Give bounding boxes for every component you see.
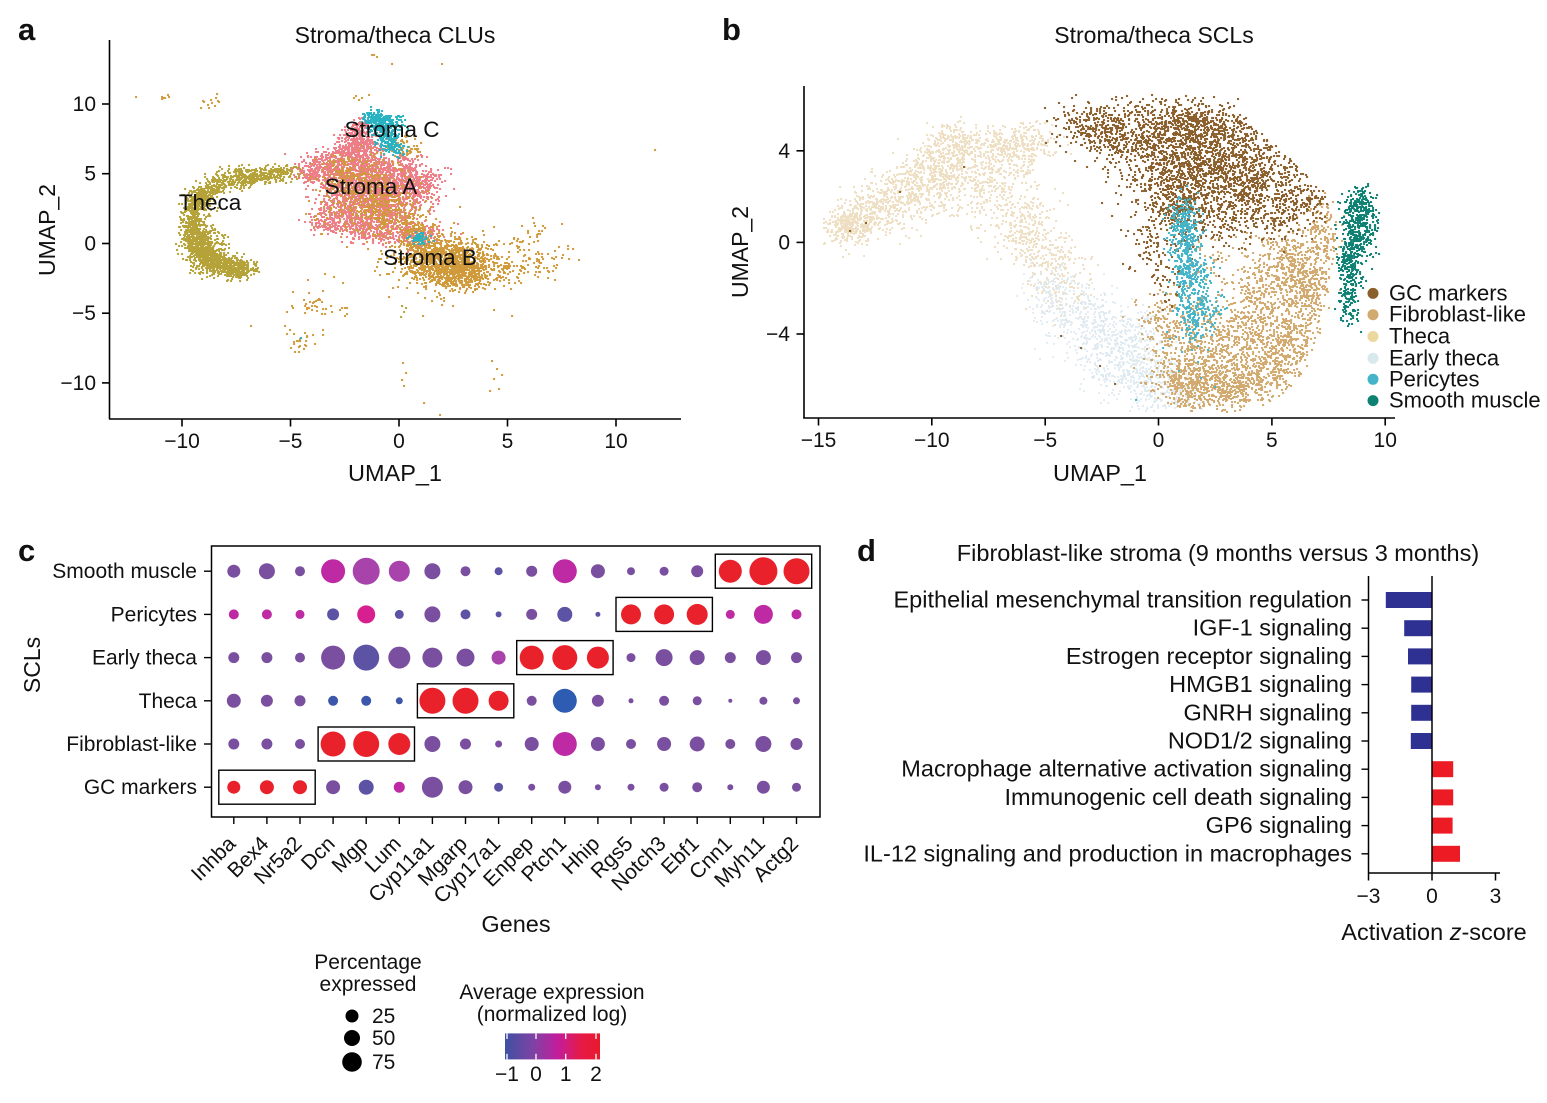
svg-text:−5: −5 bbox=[279, 430, 303, 453]
svg-text:GP6 signaling: GP6 signaling bbox=[1206, 812, 1352, 838]
svg-text:Theca: Theca bbox=[139, 690, 198, 713]
svg-text:Macrophage alternative activat: Macrophage alternative activation signal… bbox=[901, 756, 1352, 782]
svg-text:0: 0 bbox=[778, 231, 790, 254]
svg-text:NOD1/2 signaling: NOD1/2 signaling bbox=[1168, 728, 1352, 754]
svg-text:0: 0 bbox=[84, 233, 96, 256]
svg-text:4: 4 bbox=[778, 140, 790, 163]
svg-text:Fibroblast-like: Fibroblast-like bbox=[66, 733, 197, 756]
svg-text:Stroma A: Stroma A bbox=[325, 174, 418, 199]
svg-text:UMAP_1: UMAP_1 bbox=[348, 460, 442, 486]
svg-text:UMAP_2: UMAP_2 bbox=[727, 206, 753, 298]
svg-text:−5: −5 bbox=[1033, 429, 1057, 452]
svg-text:Early theca: Early theca bbox=[1389, 345, 1500, 370]
svg-text:Fibroblast-like stroma (9 mont: Fibroblast-like stroma (9 months versus … bbox=[957, 540, 1479, 566]
svg-text:10: 10 bbox=[73, 93, 96, 116]
svg-text:Early theca: Early theca bbox=[92, 647, 197, 670]
svg-text:GC markers: GC markers bbox=[1389, 280, 1508, 305]
svg-text:HMGB1 signaling: HMGB1 signaling bbox=[1169, 671, 1352, 697]
svg-text:Stroma B: Stroma B bbox=[383, 245, 477, 270]
svg-text:a: a bbox=[18, 12, 36, 47]
svg-text:Pericytes: Pericytes bbox=[1389, 366, 1479, 391]
svg-text:Immunogenic cell death signali: Immunogenic cell death signaling bbox=[1005, 784, 1353, 810]
svg-text:−3: −3 bbox=[1357, 885, 1381, 908]
svg-text:25: 25 bbox=[372, 1005, 395, 1028]
svg-text:Smooth muscle: Smooth muscle bbox=[52, 560, 197, 583]
svg-text:2: 2 bbox=[590, 1063, 602, 1086]
svg-text:Percentage: Percentage bbox=[314, 951, 421, 974]
svg-text:−15: −15 bbox=[801, 429, 837, 452]
svg-text:expressed: expressed bbox=[320, 973, 417, 996]
svg-text:IL-12 signaling and production: IL-12 signaling and production in macrop… bbox=[863, 840, 1352, 866]
svg-text:Stroma/theca CLUs: Stroma/theca CLUs bbox=[295, 22, 496, 48]
svg-text:b: b bbox=[722, 12, 741, 47]
svg-text:0: 0 bbox=[530, 1063, 542, 1086]
svg-text:−5: −5 bbox=[72, 302, 96, 325]
svg-text:GC markers: GC markers bbox=[84, 776, 197, 799]
svg-text:−10: −10 bbox=[164, 430, 200, 453]
svg-text:0: 0 bbox=[1153, 429, 1165, 452]
svg-text:GNRH signaling: GNRH signaling bbox=[1184, 699, 1352, 725]
svg-text:−10: −10 bbox=[60, 372, 96, 395]
svg-text:Theca: Theca bbox=[179, 190, 242, 215]
svg-text:5: 5 bbox=[502, 430, 514, 453]
svg-text:1: 1 bbox=[560, 1063, 572, 1086]
svg-text:−4: −4 bbox=[766, 323, 790, 346]
svg-text:Estrogen receptor signaling: Estrogen receptor signaling bbox=[1066, 643, 1352, 669]
svg-text:Stroma C: Stroma C bbox=[344, 117, 439, 142]
svg-text:75: 75 bbox=[372, 1051, 395, 1074]
svg-text:−10: −10 bbox=[914, 429, 950, 452]
svg-text:Genes: Genes bbox=[481, 911, 550, 937]
svg-text:c: c bbox=[18, 533, 35, 568]
svg-text:3: 3 bbox=[1490, 885, 1502, 908]
svg-text:Pericytes: Pericytes bbox=[111, 603, 197, 626]
svg-text:5: 5 bbox=[1266, 429, 1278, 452]
svg-text:d: d bbox=[857, 533, 876, 568]
svg-text:Fibroblast-like: Fibroblast-like bbox=[1389, 302, 1526, 327]
svg-text:UMAP_2: UMAP_2 bbox=[34, 184, 60, 276]
svg-text:50: 50 bbox=[372, 1027, 395, 1050]
svg-text:UMAP_1: UMAP_1 bbox=[1053, 460, 1147, 486]
svg-text:Theca: Theca bbox=[1389, 324, 1451, 349]
svg-text:−1: −1 bbox=[495, 1063, 519, 1086]
svg-text:Stroma/theca SCLs: Stroma/theca SCLs bbox=[1054, 22, 1253, 48]
svg-text:Smooth muscle: Smooth muscle bbox=[1389, 388, 1541, 413]
svg-text:Epithelial mesenchymal transit: Epithelial mesenchymal transition regula… bbox=[894, 587, 1353, 613]
svg-text:0: 0 bbox=[1426, 885, 1438, 908]
svg-text:Activation z-score: Activation z-score bbox=[1341, 919, 1526, 945]
svg-text:SCLs: SCLs bbox=[19, 637, 45, 693]
svg-text:10: 10 bbox=[604, 430, 627, 453]
svg-text:5: 5 bbox=[84, 163, 96, 186]
svg-text:(normalized log): (normalized log) bbox=[477, 1003, 628, 1026]
svg-text:Average expression: Average expression bbox=[459, 981, 644, 1004]
svg-text:0: 0 bbox=[393, 430, 405, 453]
svg-text:IGF-1 signaling: IGF-1 signaling bbox=[1193, 615, 1352, 641]
svg-text:10: 10 bbox=[1374, 429, 1397, 452]
